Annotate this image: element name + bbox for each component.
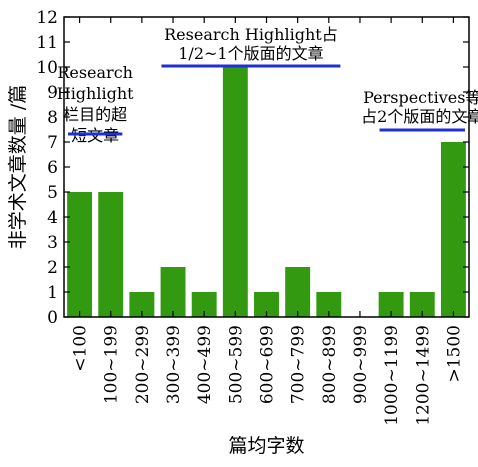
annotation-text: Perspectives等 [363, 88, 478, 107]
x-tick-label: 200~299 [133, 325, 153, 404]
annotation-text: Research Highlight占 [164, 25, 338, 44]
y-tick-label: 7 [47, 133, 58, 153]
annotation-text: 栏目的超 [63, 105, 127, 124]
x-tick-label: >1500 [444, 325, 464, 383]
bar-7 [285, 267, 311, 317]
bar-3 [160, 267, 186, 317]
y-tick-label: 0 [47, 308, 58, 328]
x-tick-label: 100~199 [102, 325, 122, 404]
x-tick-label: 1000~1199 [382, 325, 402, 426]
annotation-text: Research [57, 63, 133, 82]
annotation-text: 1/2~1个版面的文章 [178, 44, 323, 63]
y-tick-label: 1 [47, 283, 58, 303]
y-tick-label: 2 [47, 258, 58, 278]
y-tick-label: 3 [47, 233, 58, 253]
x-tick-label: 1200~1499 [413, 325, 433, 426]
x-tick-label: 300~399 [164, 325, 184, 404]
x-tick-label: <100 [71, 325, 91, 372]
x-tick-label: 500~599 [226, 325, 246, 404]
annotation-text: Highlight [57, 84, 134, 103]
y-tick-label: 12 [36, 8, 58, 28]
y-tick-label: 5 [47, 183, 58, 203]
x-axis-title: 篇均字数 [228, 435, 304, 457]
x-axis: <100 100~199 200~299 300~399 400~499 500~599 6… [71, 17, 464, 426]
x-tick-label: 800~899 [320, 325, 340, 404]
bar-12 [440, 142, 466, 317]
x-tick-label: 600~699 [258, 325, 278, 404]
x-tick-label: 700~799 [289, 325, 309, 404]
x-tick-label: 900~999 [351, 325, 371, 404]
annotations: ResearchHighlight栏目的超短文章Research Highlig… [57, 25, 478, 145]
y-tick-label: 4 [47, 208, 58, 228]
bar-0 [67, 192, 93, 317]
bar-5 [222, 67, 248, 317]
x-tick-label: 400~499 [195, 325, 215, 404]
bar-1 [98, 192, 124, 317]
y-tick-label: 10 [36, 58, 58, 78]
y-tick-label: 11 [36, 33, 58, 53]
annotation-text: 占2个版面的文章 [361, 107, 478, 126]
y-axis-title: 非学术文章数量 /篇 [7, 85, 29, 249]
y-tick-label: 6 [47, 158, 58, 178]
y-tick-label: 8 [47, 108, 58, 128]
y-tick-label: 9 [47, 83, 58, 103]
